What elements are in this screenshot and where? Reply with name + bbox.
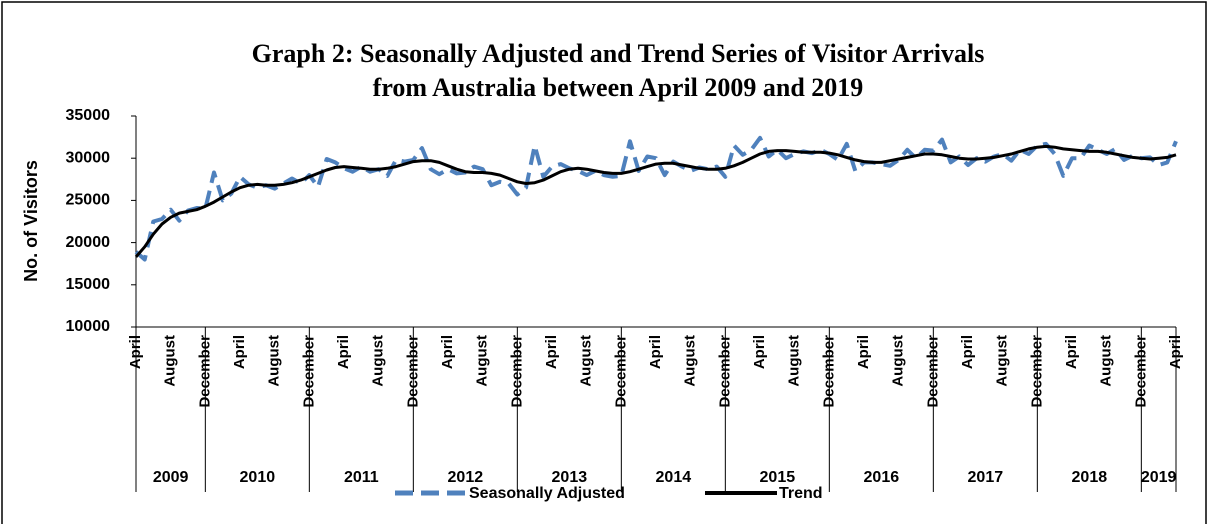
x-tick-label: April [647, 335, 664, 369]
x-tick-label: December [716, 335, 733, 408]
year-label: 2010 [240, 469, 276, 486]
year-label: 2017 [968, 469, 1004, 486]
x-tick-label: April [1167, 335, 1184, 369]
chart-title: from Australia between April 2009 and 20… [373, 73, 864, 102]
x-tick-label: August [578, 335, 595, 387]
year-label: 2011 [344, 469, 379, 486]
x-tick-label: August [162, 335, 179, 387]
series-line [134, 144, 1177, 258]
year-label: 2012 [448, 469, 484, 486]
x-tick-label: August [370, 335, 387, 387]
x-tick-label: April [959, 335, 976, 369]
x-tick-label: December [612, 335, 629, 408]
year-label: 2013 [552, 469, 588, 486]
y-tick-label: 20000 [66, 234, 111, 251]
x-tick-label: April [127, 335, 144, 369]
year-label: 2018 [1072, 469, 1108, 486]
x-tick-label: August [994, 335, 1011, 387]
series-line [134, 135, 1178, 262]
x-tick-label: August [1098, 335, 1115, 387]
x-tick-label: December [300, 335, 317, 408]
year-label: 2016 [864, 469, 900, 486]
x-tick-label: April [335, 335, 352, 369]
x-tick-label: April [439, 335, 456, 369]
x-tick-label: August [474, 335, 491, 387]
chart-title: Graph 2: Seasonally Adjusted and Trend S… [252, 39, 985, 68]
y-tick-label: 35000 [66, 107, 111, 124]
x-tick-label: December [404, 335, 421, 408]
x-tick-label: December [1028, 335, 1045, 408]
x-tick-label: August [786, 335, 803, 387]
y-tick-label: 15000 [66, 276, 111, 293]
year-label: 2015 [760, 469, 796, 486]
x-tick-label: April [231, 335, 248, 369]
x-tick-label: April [1063, 335, 1080, 369]
year-label: 2009 [153, 469, 189, 486]
legend-label: Seasonally Adjusted [469, 485, 625, 502]
year-label: 2014 [656, 469, 692, 486]
x-tick-label: April [543, 335, 560, 369]
x-tick-label: December [820, 335, 837, 408]
x-tick-label: August [682, 335, 699, 387]
x-tick-label: April [855, 335, 872, 369]
x-tick-label: December [508, 335, 525, 408]
legend-label: Trend [779, 485, 823, 502]
x-tick-label: April [751, 335, 768, 369]
x-tick-label: August [266, 335, 283, 387]
y-tick-label: 10000 [66, 318, 111, 335]
y-tick-label: 30000 [66, 149, 111, 166]
y-tick-label: 25000 [66, 192, 111, 209]
x-tick-label: December [924, 335, 941, 408]
x-tick-label: August [890, 335, 907, 387]
x-tick-label: December [196, 335, 213, 408]
x-tick-label: December [1132, 335, 1149, 408]
y-axis-title: No. of Visitors [21, 160, 41, 282]
year-label: 2019 [1141, 469, 1177, 486]
